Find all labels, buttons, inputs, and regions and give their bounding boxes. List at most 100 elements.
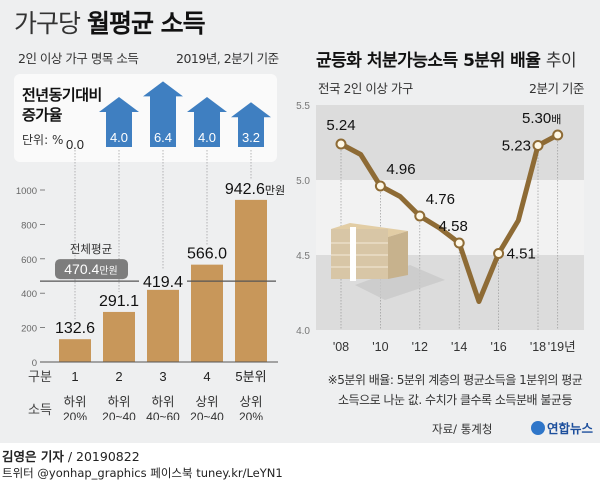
x-tick-label: '12 — [412, 340, 428, 354]
data-point-label: 4.96 — [386, 161, 415, 178]
byline: 김영은 기자 / 20190822 — [2, 446, 140, 465]
x-tick-label: '08 — [333, 340, 349, 354]
bar-value: 132.6 — [55, 320, 95, 337]
category-sublabel-line1: 하위 — [63, 395, 86, 409]
category-sublabel-line2: 40~60 — [146, 410, 180, 420]
category-sublabel-line2: 20~40 — [190, 410, 224, 420]
y-tick-label: 4.0 — [296, 326, 310, 337]
y-tick-label: 1000 — [16, 186, 37, 197]
data-point-marker — [374, 180, 386, 192]
x-tick-label: '14 — [451, 340, 467, 354]
footnote-line2: 소득으로 나눈 값. 수치가 클수록 소득분배 불균등 — [337, 393, 573, 407]
x-tick-label: '19년 — [548, 340, 576, 354]
right-title-bold: 균등화 처분가능소득 5분위 배율 — [316, 51, 541, 71]
ratio-line-chart: 4.0 4.5 5.0 5.5 5.24 4.96 4.76 4.58 4.51 5.23 5.30… — [296, 101, 584, 354]
data-point-value: 5.24 — [326, 117, 355, 134]
stack-front — [331, 229, 388, 279]
data-point-value: 4.76 — [426, 191, 455, 208]
data-point-unit: 배 — [551, 113, 561, 126]
average-badge — [55, 259, 128, 280]
byline-name: 김영은 기자 — [2, 449, 64, 464]
bar-value: 566.0 — [187, 246, 227, 263]
main-title: 가구당 월평균 소득 — [14, 4, 206, 40]
bar-value-unit: 만원 — [265, 184, 285, 197]
category-label: 4 — [203, 369, 210, 384]
data-point-value: 4.58 — [439, 218, 468, 235]
main-title-bold: 월평균 소득 — [86, 9, 206, 38]
data-point-label: 5.30배 — [522, 110, 561, 127]
bar — [103, 311, 135, 362]
y-tick-label: 600 — [21, 255, 37, 266]
data-point-label: 5.23 — [502, 138, 531, 155]
average-number: 470.4 — [64, 261, 99, 277]
y-tick-label: 5.0 — [296, 176, 310, 187]
category-sublabel-line2: 20% — [239, 410, 263, 420]
right-basis: 2분기 기준 — [529, 81, 584, 96]
right-title: 균등화 처분가능소득 5분위 배율 추이 — [316, 46, 577, 71]
y-tick-label: 4.5 — [296, 251, 310, 262]
growth-rate-label: 4.0 — [198, 130, 216, 145]
growth-title-line1: 전년동기대비 — [22, 86, 102, 104]
stack-band — [350, 227, 356, 281]
category-sublabel-line2: 20% — [63, 410, 87, 420]
growth-rate-label: 0.0 — [66, 137, 84, 152]
growth-rate-label: 6.4 — [154, 130, 172, 145]
average-value: 470.4만원 — [64, 261, 117, 277]
average-label: 전체평균 — [70, 243, 112, 256]
bar-value: 942.6 — [225, 181, 265, 198]
social-links: 트위터 @yonhap_graphics 페이스북 tuney.kr/LeYN1 — [2, 466, 283, 480]
growth-arrow — [99, 97, 139, 147]
bar — [147, 289, 179, 362]
data-point-marker — [335, 138, 347, 150]
category-label: 2 — [115, 369, 122, 384]
category-sublabel-line1: 하위 — [151, 395, 174, 409]
category-label: 5분위 — [235, 369, 266, 384]
growth-unit: 단위: % — [22, 133, 64, 147]
footnote-line1: ※5분위 배율: 5분위 계층의 평균소득을 1분위의 평균 — [327, 373, 583, 387]
left-subtitle: 2인 이상 가구 명목 소득 — [18, 51, 139, 66]
yonhap-logo-icon — [531, 420, 545, 435]
category-sublabel-line1: 하위 — [107, 395, 130, 409]
bar-value: 291.1 — [99, 293, 139, 310]
ratio-line — [338, 132, 561, 304]
y-tick-label: 5.5 — [296, 101, 310, 112]
bar-value-label: 566.0 — [187, 246, 227, 263]
growth-arrow — [187, 97, 227, 147]
sublabel-header: 소득 — [28, 402, 52, 417]
data-point-value: 4.51 — [507, 246, 536, 263]
right-subtitle: 전국 2인 이상 가구 — [318, 81, 413, 96]
growth-rate-box — [14, 74, 277, 162]
income-bar-chart: 02004006008001000470.4만원전체평균132.6291.141… — [16, 81, 285, 420]
x-tick-label: '10 — [372, 340, 388, 354]
x-tick-label: '16 — [490, 340, 506, 354]
data-point-marker — [414, 210, 426, 222]
byline-date: / 20190822 — [67, 449, 140, 464]
average-unit: 만원 — [99, 265, 117, 277]
data-point-label: 4.76 — [426, 191, 455, 208]
stack-side — [388, 231, 408, 279]
growth-arrow — [143, 81, 183, 147]
data-point-marker — [493, 248, 505, 259]
main-title-light: 가구당 — [14, 9, 81, 38]
data-point-label: 4.58 — [439, 218, 468, 235]
data-point-label: 5.24 — [326, 117, 355, 134]
bar-value-label: 419.4 — [143, 274, 183, 291]
money-stack-illustration — [331, 223, 445, 300]
y-tick-label: 200 — [21, 324, 37, 335]
source: 자료/ 통계청 — [432, 422, 493, 436]
footnote: ※5분위 배율: 5분위 계층의 평균소득을 1분위의 평균 소득으로 나눈 값… — [310, 370, 600, 410]
data-point-value: 5.23 — [502, 138, 531, 155]
growth-title-line2: 증가율 — [22, 106, 62, 124]
category-sublabel-line1: 상위 — [239, 395, 262, 409]
data-point-value: 5.30 — [522, 110, 551, 127]
y-tick-label: 400 — [21, 289, 37, 300]
left-date: 2019년, 2분기 기준 — [176, 51, 279, 66]
growth-rate-label: 4.0 — [110, 130, 128, 145]
category-sublabel-line1: 상위 — [195, 395, 218, 409]
y-tick-label: 800 — [21, 220, 37, 231]
yonhap-logo: 연합뉴스 — [531, 418, 593, 437]
data-point-value: 4.96 — [386, 161, 415, 178]
stack-shadow — [355, 265, 445, 300]
bar — [191, 264, 223, 362]
yonhap-logo-text: 연합뉴스 — [547, 421, 594, 436]
